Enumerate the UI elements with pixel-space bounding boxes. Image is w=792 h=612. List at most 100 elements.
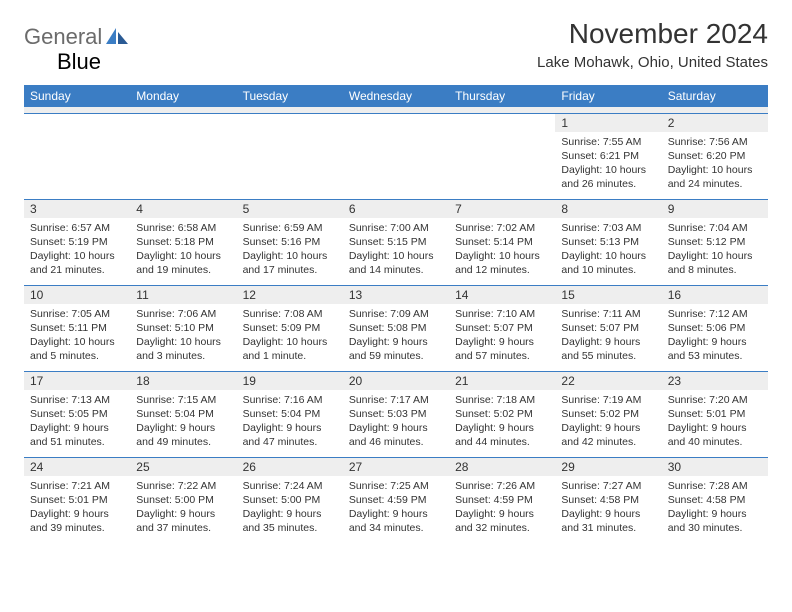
week-row: 1Sunrise: 7:55 AMSunset: 6:21 PMDaylight… [24, 113, 768, 199]
sunset-text: Sunset: 5:05 PM [30, 407, 124, 421]
daylight-text-2: and 51 minutes. [30, 435, 124, 449]
daylight-text-2: and 21 minutes. [30, 263, 124, 277]
daylight-text-1: Daylight: 9 hours [455, 507, 549, 521]
day-details: Sunrise: 7:15 AMSunset: 5:04 PMDaylight:… [130, 390, 236, 454]
sunset-text: Sunset: 5:13 PM [561, 235, 655, 249]
day-details: Sunrise: 7:26 AMSunset: 4:59 PMDaylight:… [449, 476, 555, 540]
day-number: 23 [662, 372, 768, 390]
daylight-text-1: Daylight: 10 hours [30, 249, 124, 263]
day-cell [449, 113, 555, 199]
day-details: Sunrise: 7:24 AMSunset: 5:00 PMDaylight:… [237, 476, 343, 540]
day-number: 11 [130, 286, 236, 304]
day-cell: 12Sunrise: 7:08 AMSunset: 5:09 PMDayligh… [237, 285, 343, 371]
daylight-text-2: and 39 minutes. [30, 521, 124, 535]
sunrise-text: Sunrise: 7:13 AM [30, 393, 124, 407]
sunrise-text: Sunrise: 7:19 AM [561, 393, 655, 407]
day-cell: 10Sunrise: 7:05 AMSunset: 5:11 PMDayligh… [24, 285, 130, 371]
daylight-text-2: and 46 minutes. [349, 435, 443, 449]
sunrise-text: Sunrise: 7:03 AM [561, 221, 655, 235]
brand-word-1: General [24, 24, 102, 50]
day-number: 30 [662, 458, 768, 476]
sunrise-text: Sunrise: 7:56 AM [668, 135, 762, 149]
daylight-text-2: and 42 minutes. [561, 435, 655, 449]
daylight-text-1: Daylight: 10 hours [349, 249, 443, 263]
brand-word-2: Blue [24, 49, 101, 74]
day-details: Sunrise: 7:56 AMSunset: 6:20 PMDaylight:… [662, 132, 768, 196]
day-cell: 13Sunrise: 7:09 AMSunset: 5:08 PMDayligh… [343, 285, 449, 371]
day-number: 15 [555, 286, 661, 304]
day-details: Sunrise: 6:58 AMSunset: 5:18 PMDaylight:… [130, 218, 236, 282]
daylight-text-1: Daylight: 9 hours [136, 421, 230, 435]
sunset-text: Sunset: 5:08 PM [349, 321, 443, 335]
day-cell: 2Sunrise: 7:56 AMSunset: 6:20 PMDaylight… [662, 113, 768, 199]
sunrise-text: Sunrise: 7:26 AM [455, 479, 549, 493]
day-number: 21 [449, 372, 555, 390]
daylight-text-1: Daylight: 9 hours [349, 507, 443, 521]
daylight-text-2: and 3 minutes. [136, 349, 230, 363]
calendar-table: Sunday Monday Tuesday Wednesday Thursday… [24, 85, 768, 543]
daylight-text-2: and 59 minutes. [349, 349, 443, 363]
sunset-text: Sunset: 5:14 PM [455, 235, 549, 249]
day-details: Sunrise: 7:55 AMSunset: 6:21 PMDaylight:… [555, 132, 661, 196]
sunset-text: Sunset: 5:02 PM [561, 407, 655, 421]
day-number: 5 [237, 200, 343, 218]
sunrise-text: Sunrise: 7:24 AM [243, 479, 337, 493]
sunset-text: Sunset: 6:20 PM [668, 149, 762, 163]
sunrise-text: Sunrise: 7:20 AM [668, 393, 762, 407]
day-details: Sunrise: 6:59 AMSunset: 5:16 PMDaylight:… [237, 218, 343, 282]
day-cell: 8Sunrise: 7:03 AMSunset: 5:13 PMDaylight… [555, 199, 661, 285]
day-number: 19 [237, 372, 343, 390]
day-details: Sunrise: 7:27 AMSunset: 4:58 PMDaylight:… [555, 476, 661, 540]
daylight-text-1: Daylight: 10 hours [561, 249, 655, 263]
daylight-text-2: and 35 minutes. [243, 521, 337, 535]
daylight-text-1: Daylight: 9 hours [243, 421, 337, 435]
daylight-text-1: Daylight: 10 hours [136, 335, 230, 349]
dow-header: Tuesday [237, 85, 343, 107]
daylight-text-2: and 44 minutes. [455, 435, 549, 449]
daylight-text-2: and 40 minutes. [668, 435, 762, 449]
day-number: 24 [24, 458, 130, 476]
sunrise-text: Sunrise: 7:21 AM [30, 479, 124, 493]
daylight-text-1: Daylight: 10 hours [561, 163, 655, 177]
daylight-text-2: and 37 minutes. [136, 521, 230, 535]
dow-header: Sunday [24, 85, 130, 107]
week-row: 17Sunrise: 7:13 AMSunset: 5:05 PMDayligh… [24, 371, 768, 457]
dow-header: Friday [555, 85, 661, 107]
sunrise-text: Sunrise: 7:25 AM [349, 479, 443, 493]
daylight-text-2: and 10 minutes. [561, 263, 655, 277]
sunset-text: Sunset: 5:07 PM [455, 321, 549, 335]
daylight-text-1: Daylight: 9 hours [455, 421, 549, 435]
day-details: Sunrise: 7:17 AMSunset: 5:03 PMDaylight:… [343, 390, 449, 454]
day-number: 1 [555, 114, 661, 132]
sunset-text: Sunset: 4:58 PM [561, 493, 655, 507]
sunrise-text: Sunrise: 6:57 AM [30, 221, 124, 235]
day-details: Sunrise: 7:06 AMSunset: 5:10 PMDaylight:… [130, 304, 236, 368]
daylight-text-2: and 12 minutes. [455, 263, 549, 277]
day-details: Sunrise: 7:12 AMSunset: 5:06 PMDaylight:… [662, 304, 768, 368]
sunset-text: Sunset: 5:01 PM [668, 407, 762, 421]
day-details: Sunrise: 7:08 AMSunset: 5:09 PMDaylight:… [237, 304, 343, 368]
daylight-text-2: and 5 minutes. [30, 349, 124, 363]
day-details: Sunrise: 7:20 AMSunset: 5:01 PMDaylight:… [662, 390, 768, 454]
day-cell: 30Sunrise: 7:28 AMSunset: 4:58 PMDayligh… [662, 457, 768, 543]
week-row: 10Sunrise: 7:05 AMSunset: 5:11 PMDayligh… [24, 285, 768, 371]
sunset-text: Sunset: 5:16 PM [243, 235, 337, 249]
sunset-text: Sunset: 4:59 PM [455, 493, 549, 507]
daylight-text-1: Daylight: 10 hours [30, 335, 124, 349]
dow-header: Saturday [662, 85, 768, 107]
sunrise-text: Sunrise: 7:16 AM [243, 393, 337, 407]
day-number: 2 [662, 114, 768, 132]
day-details: Sunrise: 7:13 AMSunset: 5:05 PMDaylight:… [24, 390, 130, 454]
sunset-text: Sunset: 5:04 PM [136, 407, 230, 421]
sunrise-text: Sunrise: 7:15 AM [136, 393, 230, 407]
daylight-text-1: Daylight: 10 hours [243, 249, 337, 263]
day-cell: 25Sunrise: 7:22 AMSunset: 5:00 PMDayligh… [130, 457, 236, 543]
sunset-text: Sunset: 4:58 PM [668, 493, 762, 507]
sunset-text: Sunset: 5:06 PM [668, 321, 762, 335]
sunset-text: Sunset: 5:00 PM [243, 493, 337, 507]
dow-header: Thursday [449, 85, 555, 107]
day-details: Sunrise: 7:21 AMSunset: 5:01 PMDaylight:… [24, 476, 130, 540]
daylight-text-1: Daylight: 9 hours [349, 421, 443, 435]
day-cell: 17Sunrise: 7:13 AMSunset: 5:05 PMDayligh… [24, 371, 130, 457]
daylight-text-1: Daylight: 9 hours [668, 507, 762, 521]
